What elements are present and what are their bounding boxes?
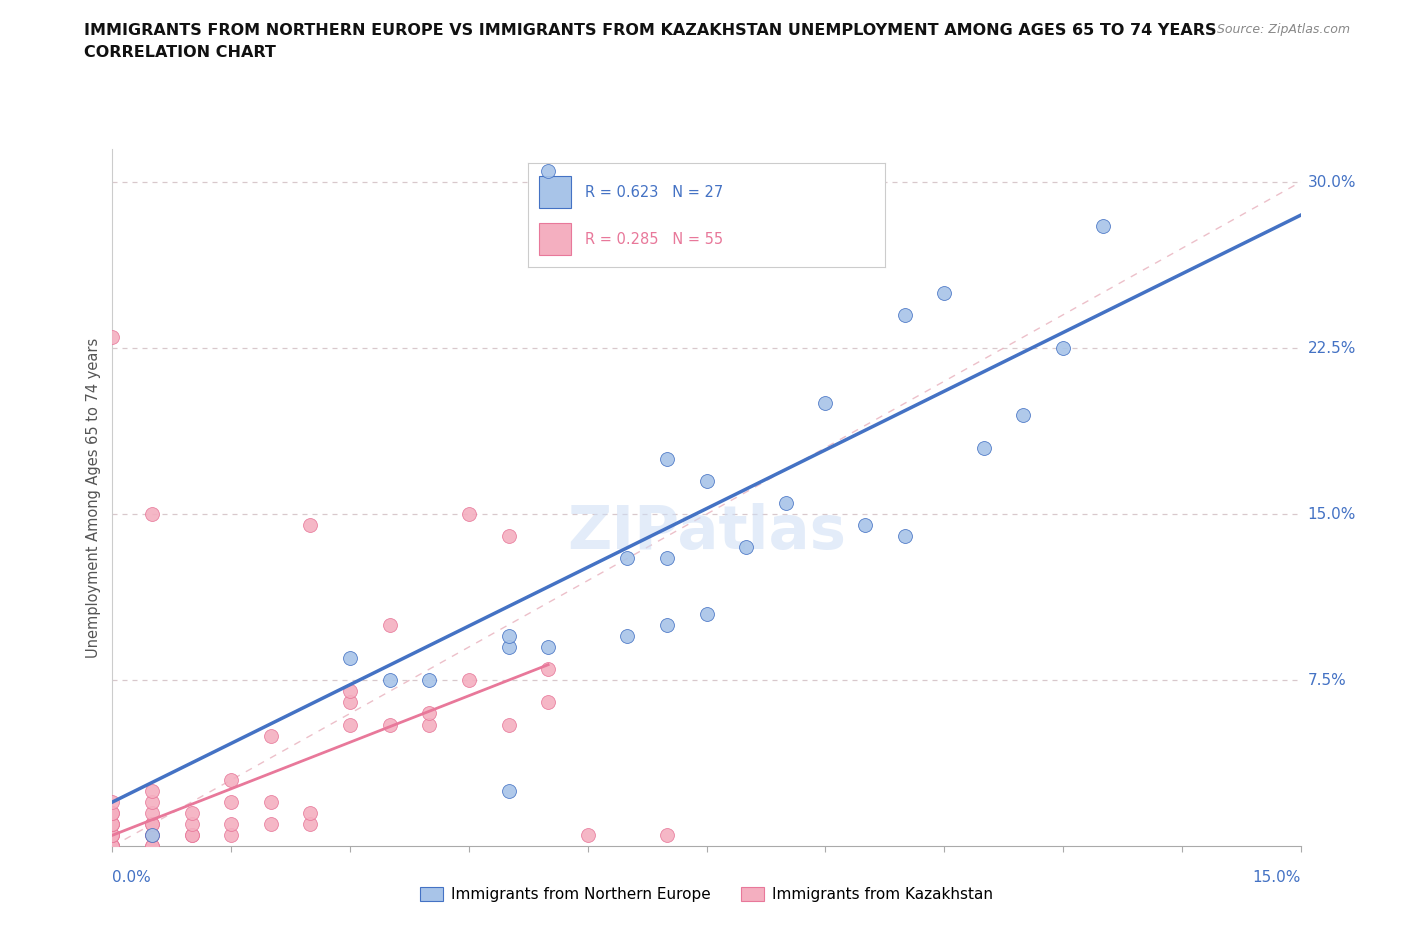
Point (141, 828, 163, 843)
Point (101, 828, 124, 843)
Text: 15.0%: 15.0% (1308, 507, 1355, 522)
Point (498, 640, 520, 655)
Point (616, 629, 638, 644)
Point (655, 451, 678, 466)
Point (101, 828, 124, 843)
Point (260, 794, 283, 809)
Point (418, 717, 440, 732)
Point (101, 839, 124, 854)
Text: 22.5%: 22.5% (1308, 340, 1355, 355)
Point (180, 805, 202, 820)
Point (180, 828, 202, 843)
Point (339, 695, 361, 710)
Point (141, 507, 163, 522)
Text: 15.0%: 15.0% (1253, 870, 1301, 884)
Point (101, 828, 124, 843)
Point (893, 529, 915, 544)
Point (260, 728, 283, 743)
Point (299, 805, 322, 820)
Point (180, 817, 202, 831)
Point (101, 805, 124, 820)
Point (458, 507, 481, 522)
Point (537, 695, 560, 710)
Point (141, 817, 163, 831)
Point (537, 164, 560, 179)
Point (141, 828, 163, 843)
Point (498, 717, 520, 732)
Point (101, 329, 124, 344)
Point (934, 286, 956, 300)
Point (299, 518, 322, 533)
Point (260, 817, 283, 831)
Point (378, 618, 401, 632)
Point (655, 551, 678, 565)
Point (101, 839, 124, 854)
Point (735, 540, 758, 555)
Point (299, 817, 322, 831)
Text: Source: ZipAtlas.com: Source: ZipAtlas.com (1216, 23, 1350, 36)
Text: 7.5%: 7.5% (1308, 672, 1347, 687)
Point (141, 839, 163, 854)
Point (339, 717, 361, 732)
Point (418, 706, 440, 721)
Point (141, 839, 163, 854)
Point (814, 396, 837, 411)
Point (101, 817, 124, 831)
Point (219, 828, 242, 843)
Y-axis label: Unemployment Among Ages 65 to 74 years: Unemployment Among Ages 65 to 74 years (86, 338, 101, 658)
Point (101, 839, 124, 854)
Point (101, 839, 124, 854)
Point (696, 606, 718, 621)
Point (893, 308, 915, 323)
Text: IMMIGRANTS FROM NORTHERN EUROPE VS IMMIGRANTS FROM KAZAKHSTAN UNEMPLOYMENT AMONG: IMMIGRANTS FROM NORTHERN EUROPE VS IMMIG… (84, 23, 1216, 38)
Point (141, 783, 163, 798)
Point (696, 473, 718, 488)
Text: 0.0%: 0.0% (112, 870, 152, 884)
Point (219, 817, 242, 831)
Point (775, 496, 797, 511)
Point (101, 817, 124, 831)
Point (1052, 340, 1074, 355)
Point (339, 651, 361, 666)
Point (537, 662, 560, 677)
Point (101, 839, 124, 854)
Point (219, 773, 242, 788)
Point (219, 794, 242, 809)
Point (141, 805, 163, 820)
Text: ZIPatlas: ZIPatlas (567, 503, 846, 562)
Point (141, 828, 163, 843)
Point (655, 828, 678, 843)
Point (378, 672, 401, 687)
Point (101, 839, 124, 854)
Point (1012, 407, 1035, 422)
Point (101, 794, 124, 809)
Point (180, 828, 202, 843)
Point (458, 672, 481, 687)
Point (973, 440, 995, 455)
Point (1091, 219, 1114, 233)
Point (616, 551, 638, 565)
Point (101, 805, 124, 820)
Point (655, 618, 678, 632)
Point (141, 794, 163, 809)
Text: 30.0%: 30.0% (1308, 175, 1355, 190)
Point (498, 629, 520, 644)
Point (418, 672, 440, 687)
Point (141, 817, 163, 831)
Point (498, 783, 520, 798)
Point (853, 518, 876, 533)
Point (378, 717, 401, 732)
Point (339, 684, 361, 698)
Point (576, 828, 599, 843)
Point (101, 817, 124, 831)
Point (498, 529, 520, 544)
Point (537, 640, 560, 655)
Legend: Immigrants from Northern Europe, Immigrants from Kazakhstan: Immigrants from Northern Europe, Immigra… (415, 881, 998, 909)
Text: CORRELATION CHART: CORRELATION CHART (84, 45, 276, 60)
